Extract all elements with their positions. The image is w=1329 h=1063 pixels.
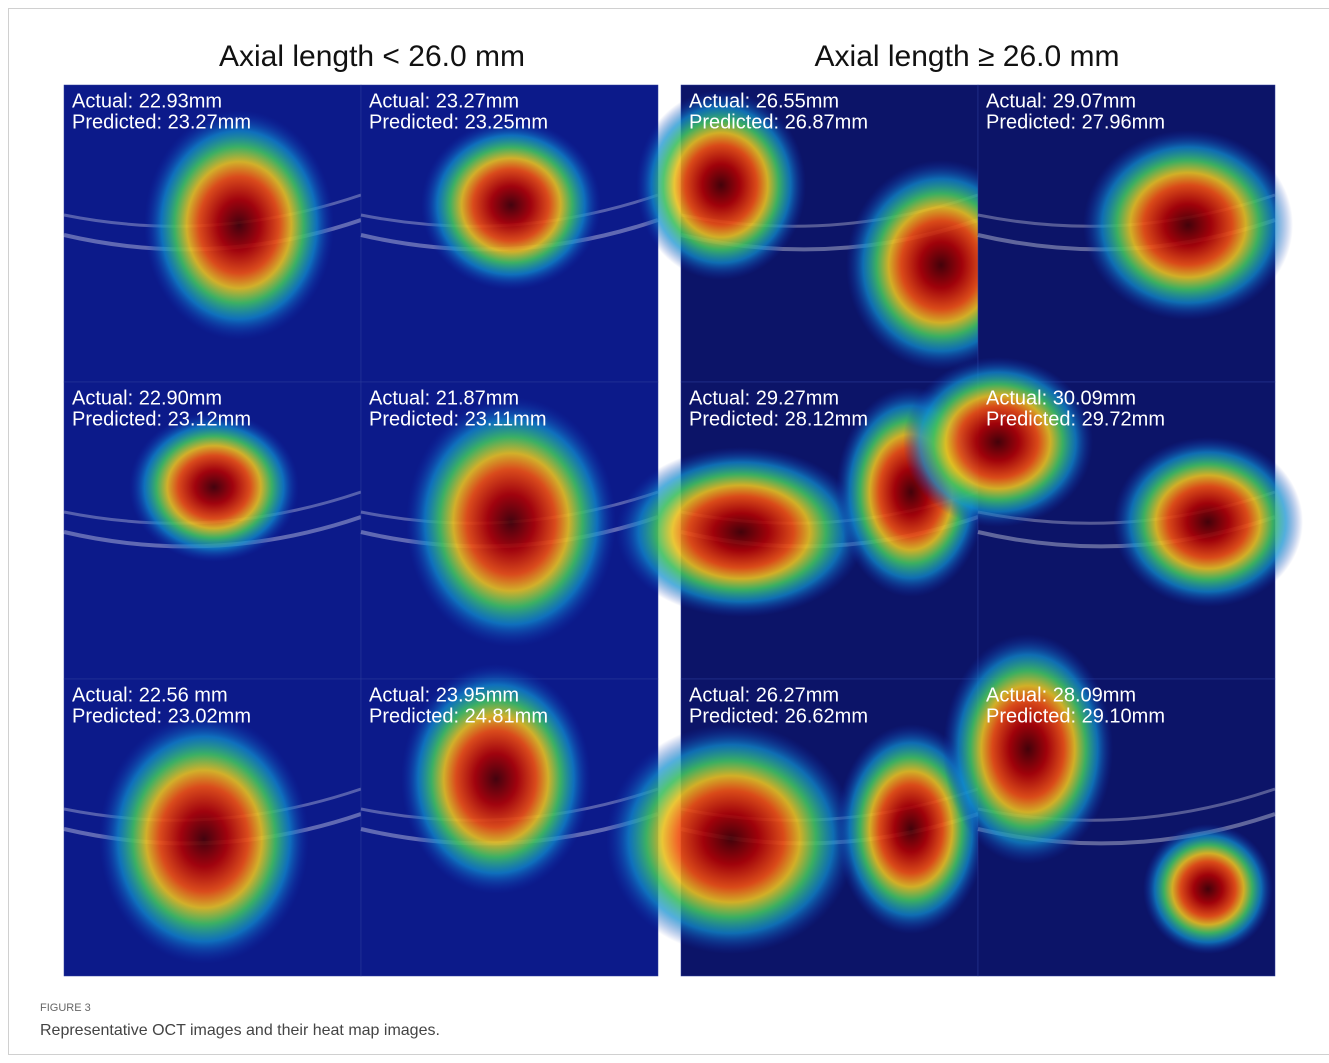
predicted-label: Predicted: 23.25mm [369, 111, 548, 133]
predicted-label: Predicted: 23.02mm [72, 705, 251, 727]
predicted-label: Predicted: 27.96mm [986, 111, 1165, 133]
heat-blob [606, 724, 856, 954]
heat-blob [903, 357, 1093, 527]
caption-text: Representative OCT images and their heat… [40, 1022, 440, 1039]
actual-label: Actual: 30.09mm [986, 387, 1136, 409]
predicted-label: Predicted: 29.10mm [986, 705, 1165, 727]
actual-label: Actual: 22.93mm [72, 90, 222, 112]
heat-blob [1083, 130, 1293, 320]
heat-blob [616, 447, 866, 617]
actual-label: Actual: 23.27mm [369, 90, 519, 112]
heat-blob [1143, 824, 1273, 954]
predicted-label: Predicted: 28.12mm [689, 408, 868, 430]
actual-label: Actual: 22.56 mm [72, 684, 228, 706]
actual-label: Actual: 22.90mm [72, 387, 222, 409]
group-title: Axial length ≥ 26.0 mm [815, 40, 1120, 73]
group-title: Axial length < 26.0 mm [219, 40, 525, 73]
figure: Axial length < 26.0 mm Axial length ≥ 26… [0, 0, 1329, 1063]
predicted-label: Predicted: 24.81mm [369, 705, 548, 727]
heat-blob [943, 634, 1113, 864]
actual-label: Actual: 28.09mm [986, 684, 1136, 706]
actual-label: Actual: 29.27mm [689, 387, 839, 409]
predicted-label: Predicted: 23.12mm [72, 408, 251, 430]
actual-label: Actual: 26.55mm [689, 90, 839, 112]
predicted-label: Predicted: 23.27mm [72, 111, 251, 133]
heat-blob [99, 714, 309, 964]
actual-label: Actual: 29.07mm [986, 90, 1136, 112]
caption-label: FIGURE 3 [40, 1002, 91, 1014]
heat-blob [129, 412, 299, 562]
actual-label: Actual: 23.95mm [369, 684, 519, 706]
heat-blob [1113, 437, 1303, 607]
heat-blob [421, 120, 601, 290]
actual-label: Actual: 26.27mm [689, 684, 839, 706]
predicted-label: Predicted: 23.11mm [369, 408, 547, 430]
predicted-label: Predicted: 29.72mm [986, 408, 1165, 430]
heat-blob [144, 110, 334, 340]
actual-label: Actual: 21.87mm [369, 387, 519, 409]
heat-blob [406, 397, 616, 647]
predicted-label: Predicted: 26.62mm [689, 705, 868, 727]
predicted-label: Predicted: 26.87mm [689, 111, 868, 133]
